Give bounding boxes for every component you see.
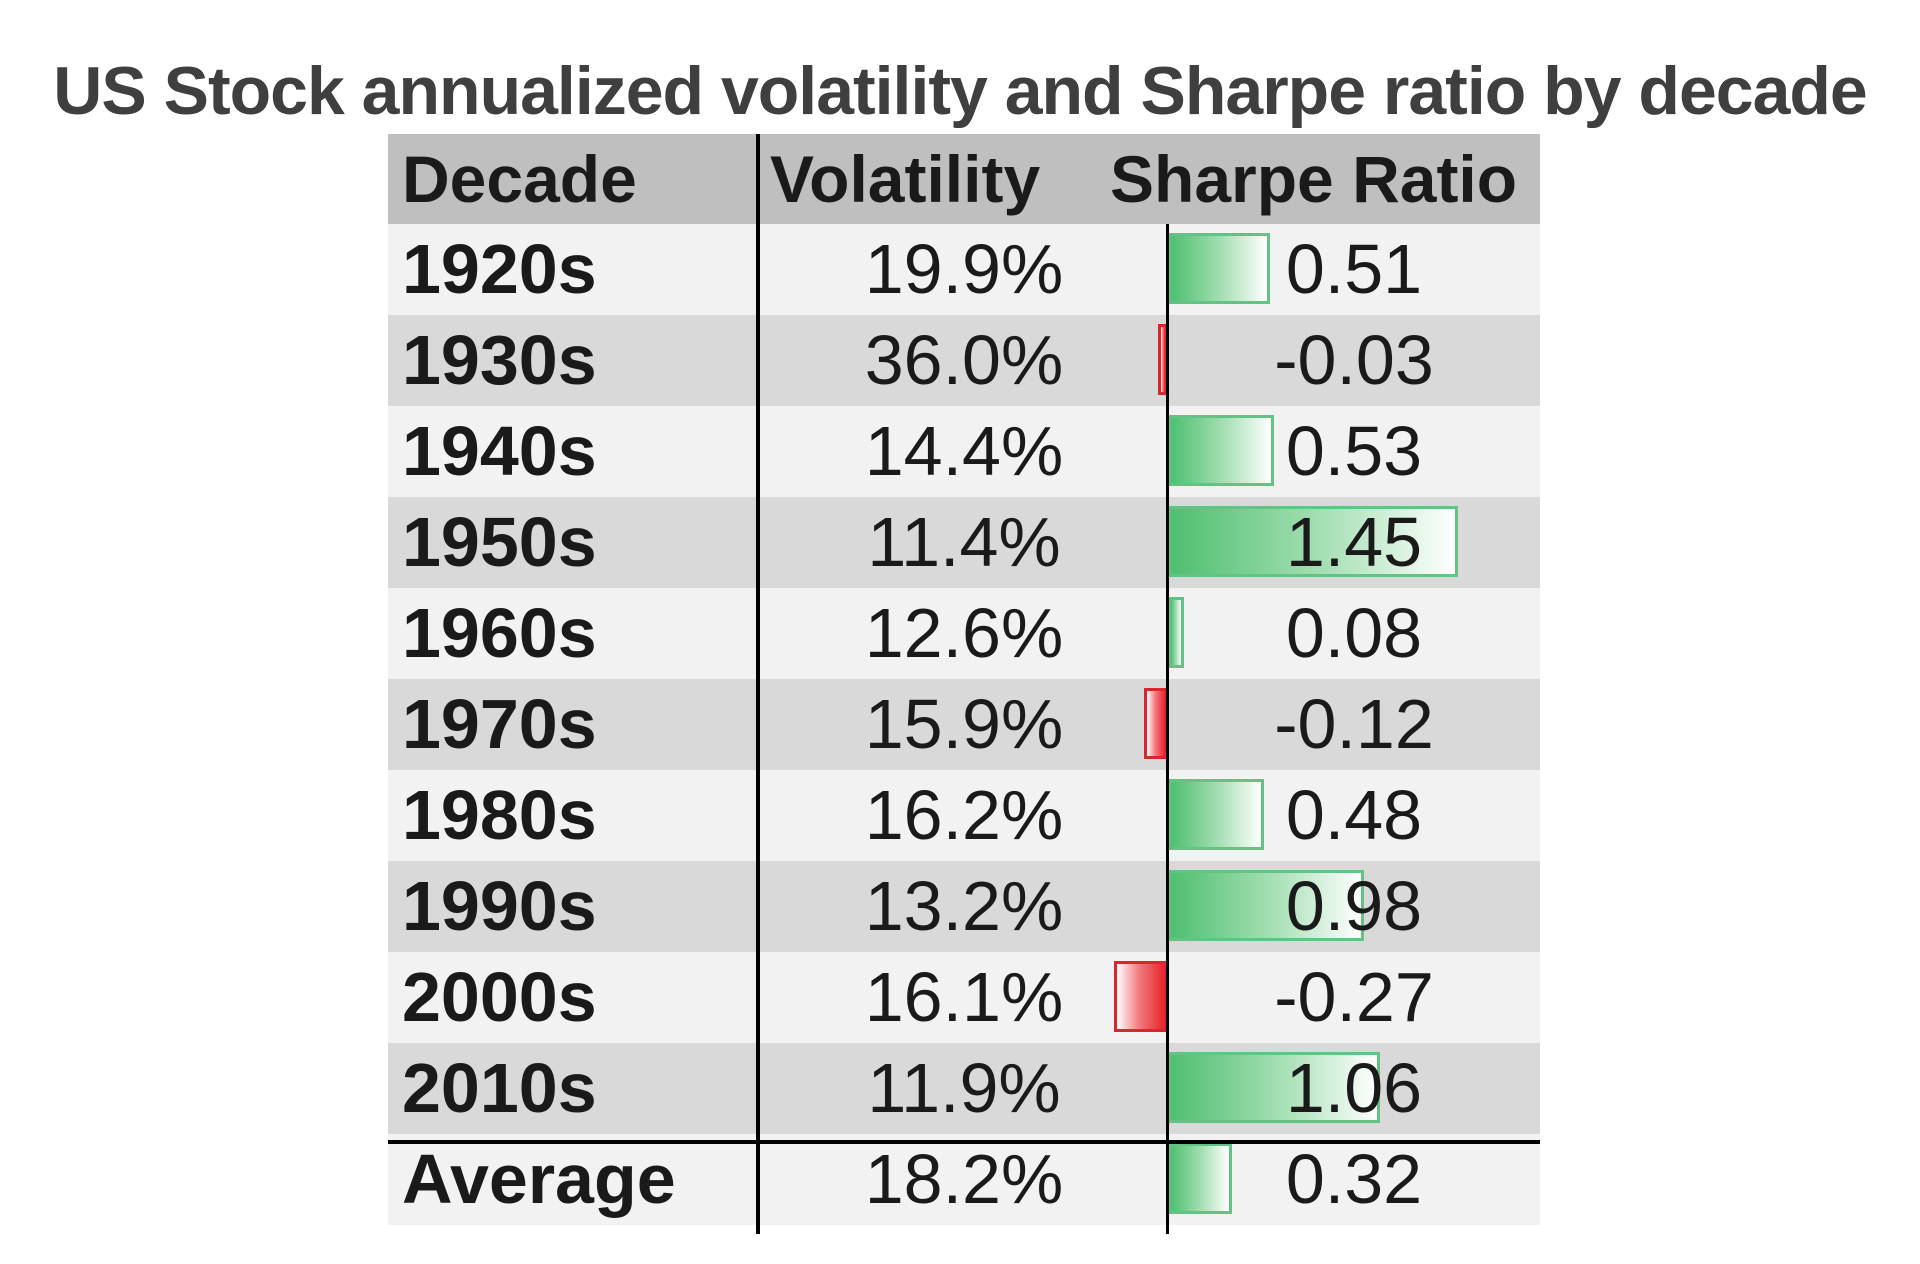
column-divider-decade (756, 134, 760, 1234)
volatility-sharpe-table: Decade Volatility Sharpe Ratio 1920s 19.9… (388, 134, 1540, 1234)
decade-cell: 1930s (402, 321, 597, 399)
sharpe-ratio-cell: 0.08 (1285, 594, 1423, 672)
sharpe-data-bar (1168, 597, 1184, 668)
decade-cell: 1960s (402, 594, 597, 672)
sharpe-data-bar (1114, 961, 1168, 1032)
sharpe-ratio-cell: 0.98 (1285, 867, 1423, 945)
decade-cell: 2010s (402, 1049, 597, 1127)
sharpe-ratio-cell: 0.48 (1285, 776, 1423, 854)
decade-cell: 1970s (402, 685, 597, 763)
volatility-cell: 19.9% (864, 230, 1064, 308)
average-row: Average 18.2% 0.32 (388, 1134, 1540, 1225)
sharpe-data-bar (1144, 688, 1168, 759)
sharpe-ratio-cell: -0.27 (1274, 958, 1434, 1036)
table-row: 1920s 19.9% 0.51 (388, 224, 1540, 315)
decade-cell: 1940s (402, 412, 597, 490)
sharpe-data-bar (1168, 779, 1264, 850)
sharpe-ratio-cell: -0.12 (1274, 685, 1434, 763)
sharpe-ratio-cell: 0.53 (1285, 412, 1423, 490)
volatility-cell: 11.9% (867, 1049, 1061, 1127)
decade-cell: 1990s (402, 867, 597, 945)
sharpe-data-bar (1168, 415, 1274, 486)
header-volatility: Volatility (770, 142, 1041, 216)
table-row: 1940s 14.4% 0.53 (388, 406, 1540, 497)
sharpe-ratio-cell: 0.51 (1285, 230, 1423, 308)
table-row: 2010s 11.9% 1.06 (388, 1043, 1540, 1134)
table-row: 1970s 15.9% -0.12 (388, 679, 1540, 770)
sharpe-ratio-cell: 1.06 (1285, 1049, 1423, 1127)
volatility-cell: 15.9% (864, 685, 1064, 763)
volatility-cell: 12.6% (864, 594, 1064, 672)
decade-cell: 1950s (402, 503, 597, 581)
volatility-cell: 16.1% (864, 958, 1064, 1036)
table-row: 1960s 12.6% 0.08 (388, 588, 1540, 679)
table-row: 1930s 36.0% -0.03 (388, 315, 1540, 406)
sharpe-data-bar (1168, 870, 1364, 941)
table-row: 1980s 16.2% 0.48 (388, 770, 1540, 861)
decade-cell: Average (402, 1140, 676, 1218)
chart-title: US Stock annualized volatility and Sharp… (53, 53, 1868, 129)
table-row: 2000s 16.1% -0.27 (388, 952, 1540, 1043)
header-sharpe-ratio: Sharpe Ratio (1110, 142, 1518, 216)
average-divider (388, 1140, 1540, 1144)
table-body: 1920s 19.9% 0.51 1930s 36.0% -0.03 1940s 14.4% 0… (388, 224, 1540, 1225)
decade-cell: 2000s (402, 958, 597, 1036)
header-decade: Decade (402, 142, 637, 216)
data-bar-axis (1166, 224, 1169, 1234)
table-row: 1990s 13.2% 0.98 (388, 861, 1540, 952)
volatility-cell: 13.2% (864, 867, 1064, 945)
sharpe-ratio-cell: 1.45 (1285, 503, 1423, 581)
sharpe-data-bar (1168, 506, 1458, 577)
decade-cell: 1980s (402, 776, 597, 854)
sharpe-ratio-cell: 0.32 (1285, 1140, 1423, 1218)
table-row: 1950s 11.4% 1.45 (388, 497, 1540, 588)
volatility-cell: 14.4% (864, 412, 1064, 490)
sharpe-data-bar (1168, 1052, 1380, 1123)
volatility-cell: 36.0% (864, 321, 1064, 399)
header-row: Decade Volatility Sharpe Ratio (388, 134, 1540, 224)
volatility-cell: 18.2% (864, 1140, 1064, 1218)
sharpe-data-bar (1168, 233, 1270, 304)
volatility-cell: 16.2% (864, 776, 1064, 854)
sharpe-data-bar (1168, 1143, 1232, 1214)
decade-cell: 1920s (402, 230, 597, 308)
volatility-cell: 11.4% (867, 503, 1061, 581)
sharpe-ratio-cell: -0.03 (1274, 321, 1434, 399)
